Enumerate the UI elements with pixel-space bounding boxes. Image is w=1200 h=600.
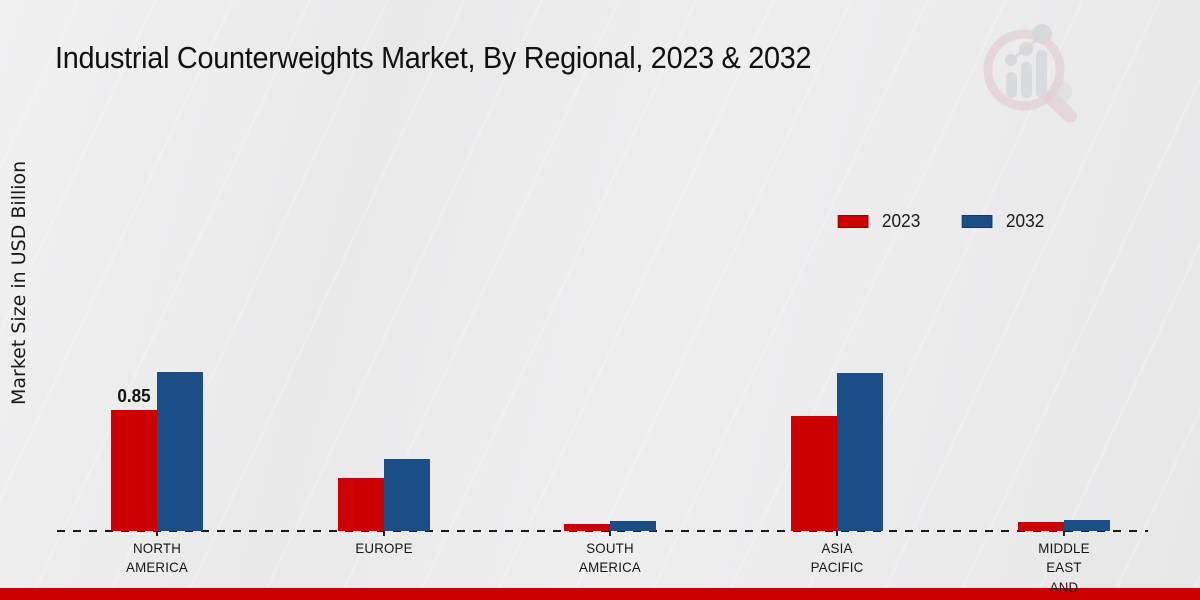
magnifier-ring-icon — [983, 29, 1065, 111]
bar-2032-europe — [383, 458, 430, 531]
bar-value-label: 0.85 — [117, 386, 151, 407]
category-label-asia-pacific: ASIA PACIFIC — [810, 540, 864, 576]
x-axis-baseline — [57, 530, 1148, 532]
legend-swatch-2023 — [837, 215, 869, 228]
bar-2032-north-america — [157, 371, 203, 531]
chart-title: Industrial Counterweights Market, By Reg… — [55, 40, 812, 75]
bar-2023-south-america — [564, 523, 610, 531]
bar-2032-middle-east-and-africa — [1063, 519, 1110, 531]
category-label-europe: EUROPE — [354, 540, 413, 556]
category-label-north-america: NORTH AMERICA — [126, 540, 188, 576]
bar-2023-middle-east-and-africa — [1017, 522, 1064, 531]
magnifier-handle-icon — [1044, 91, 1077, 123]
footer-band — [0, 588, 1200, 600]
legend-label-2032: 2032 — [1005, 211, 1045, 231]
x-axis-tick — [836, 531, 838, 536]
x-axis-tick — [609, 531, 611, 536]
bar-2023-asia-pacific — [791, 415, 837, 531]
bar-2023-north-america: 0.85 — [111, 386, 157, 531]
legend-item-2023: 2023 — [837, 211, 921, 232]
legend-label-2023: 2023 — [881, 211, 921, 231]
magnifier-bar-chart-watermark-logo — [972, 20, 1084, 123]
category-label-south-america: SOUTH AMERICA — [579, 540, 641, 576]
logo-dot-icon — [1050, 81, 1072, 103]
legend-swatch-2032 — [961, 215, 993, 228]
x-axis-tick — [156, 531, 158, 536]
bar-2032-south-america — [610, 521, 656, 531]
bar-2032-asia-pacific — [837, 373, 883, 531]
bar-2023-europe — [337, 478, 384, 531]
legend-item-2032: 2032 — [961, 211, 1045, 232]
x-axis-tick — [1062, 531, 1065, 536]
legend: 2023 2032 — [836, 211, 1046, 232]
x-axis-tick — [382, 531, 385, 536]
category-label-middle-east-and-africa: MIDDLE EAST AND AFRICA — [1037, 540, 1090, 600]
